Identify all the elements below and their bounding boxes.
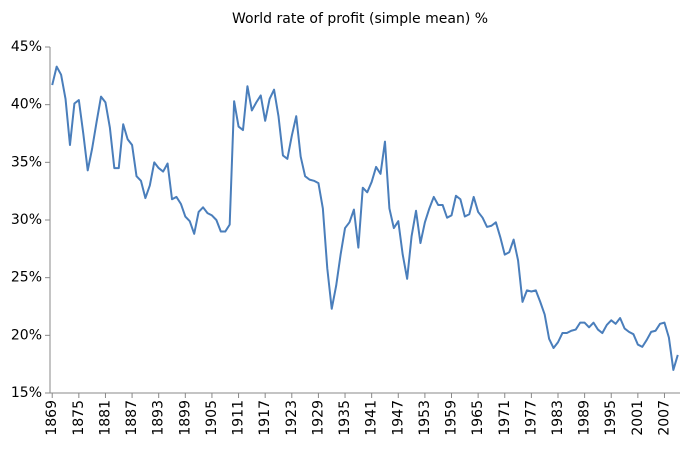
x-tick-label: 1947 bbox=[390, 400, 406, 436]
x-tick-label: 1959 bbox=[444, 400, 460, 436]
x-tick-label: 1965 bbox=[470, 400, 486, 436]
data-line bbox=[51, 65, 679, 371]
y-tick-label: 25% bbox=[11, 270, 42, 286]
x-tick-label: 1881 bbox=[97, 400, 113, 436]
x-tick-label: 1971 bbox=[497, 400, 513, 436]
x-tick-label: 1929 bbox=[310, 400, 326, 436]
x-tick-label: 1893 bbox=[151, 400, 167, 436]
x-tick-label: 1875 bbox=[71, 400, 87, 436]
x-tick-label: 1953 bbox=[417, 400, 433, 436]
y-tick-label: 35% bbox=[11, 154, 42, 170]
y-tick-label: 40% bbox=[11, 97, 42, 113]
x-tick-label: 2007 bbox=[656, 400, 672, 436]
x-tick-label: 1989 bbox=[577, 400, 593, 436]
x-tick-label: 1917 bbox=[257, 400, 273, 436]
x-tick-label: 2001 bbox=[630, 400, 646, 436]
y-tick-label: 15% bbox=[11, 385, 42, 401]
x-tick-label: 1899 bbox=[177, 400, 193, 436]
x-tick-label: 1935 bbox=[337, 400, 353, 436]
x-tick-label: 1887 bbox=[124, 400, 140, 436]
x-tick-label: 1995 bbox=[603, 400, 619, 436]
chart-title: World rate of profit (simple mean) % bbox=[232, 11, 488, 27]
y-tick-label: 30% bbox=[11, 212, 42, 228]
x-tick-label: 1911 bbox=[231, 400, 247, 436]
x-tick-label: 1977 bbox=[523, 400, 539, 436]
x-tick-label: 1905 bbox=[204, 400, 220, 436]
y-tick-label: 45% bbox=[11, 39, 42, 55]
x-tick-label: 1941 bbox=[364, 400, 380, 436]
x-tick-label: 1983 bbox=[550, 400, 566, 436]
y-tick-label: 20% bbox=[11, 327, 42, 343]
x-tick-label: 1869 bbox=[44, 400, 60, 436]
x-tick-label: 1923 bbox=[284, 400, 300, 436]
